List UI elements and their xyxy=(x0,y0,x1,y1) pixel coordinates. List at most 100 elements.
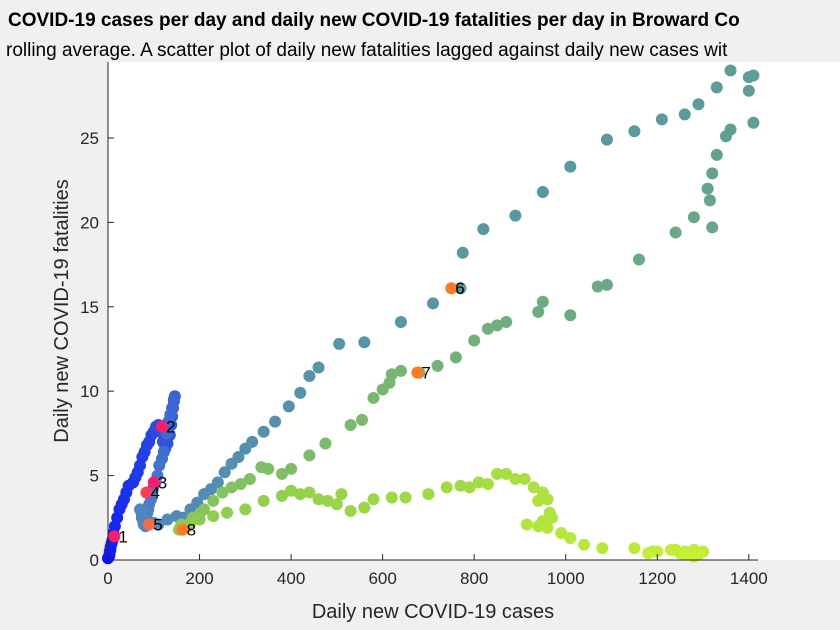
data-point xyxy=(536,295,549,308)
x-tick-label: 800 xyxy=(460,569,488,588)
data-point xyxy=(358,336,371,349)
data-point xyxy=(678,548,691,561)
data-point xyxy=(692,98,705,111)
data-point xyxy=(518,472,531,485)
data-point xyxy=(440,481,453,494)
data-point xyxy=(232,451,245,464)
highlight-label: 3 xyxy=(158,473,167,492)
highlight-point xyxy=(411,366,424,379)
data-point xyxy=(335,488,348,501)
data-point xyxy=(564,160,577,173)
data-point xyxy=(481,322,494,335)
data-point xyxy=(394,315,407,328)
data-point xyxy=(600,278,613,291)
highlight-point xyxy=(140,486,153,499)
data-point xyxy=(225,481,238,494)
data-point xyxy=(692,548,705,561)
data-point xyxy=(456,246,469,259)
data-point xyxy=(356,413,369,426)
data-point xyxy=(385,491,398,504)
data-point xyxy=(678,108,691,121)
data-point xyxy=(255,461,268,474)
data-point xyxy=(333,337,346,350)
highlight-point xyxy=(445,282,458,295)
data-point xyxy=(257,494,270,507)
data-point xyxy=(642,547,655,560)
chart-subtitle: rolling average. A scatter plot of daily… xyxy=(6,40,728,61)
data-point xyxy=(742,84,755,97)
data-point xyxy=(367,391,380,404)
data-point xyxy=(422,488,435,501)
data-point xyxy=(399,491,412,504)
data-point xyxy=(532,494,545,507)
data-point xyxy=(491,319,504,332)
data-point xyxy=(701,182,714,195)
data-point xyxy=(532,520,545,533)
highlight-point xyxy=(176,523,189,536)
data-point xyxy=(454,282,467,295)
data-point xyxy=(319,437,332,450)
x-ticks: 0 200 400 600 800 1000 1200 1400 xyxy=(103,554,768,588)
data-point xyxy=(246,435,259,448)
data-point xyxy=(344,418,357,431)
data-point xyxy=(449,351,462,364)
data-point xyxy=(687,211,700,224)
x-axis-label: Daily new COVID-19 cases xyxy=(312,601,554,623)
data-point xyxy=(211,476,224,489)
highlight-points: 1 2 34 5 6 7 8 xyxy=(108,279,465,546)
data-point xyxy=(628,125,641,138)
y-tick-label: 25 xyxy=(80,129,99,148)
data-point xyxy=(491,467,504,480)
data-point xyxy=(591,280,604,293)
data-point xyxy=(234,478,247,491)
data-point xyxy=(509,472,522,485)
data-point xyxy=(427,297,439,310)
highlight-label: 7 xyxy=(421,364,430,383)
plot-area xyxy=(108,62,840,560)
data-point xyxy=(294,488,307,501)
data-point xyxy=(216,486,229,499)
y-tick-label: 0 xyxy=(90,551,99,570)
data-point xyxy=(536,185,549,198)
data-point xyxy=(184,516,197,529)
data-point xyxy=(358,501,371,514)
data-point xyxy=(275,489,288,502)
x-tick-label: 1200 xyxy=(638,569,676,588)
highlight-label: 8 xyxy=(187,521,196,540)
data-point xyxy=(431,359,444,372)
data-point xyxy=(500,315,513,328)
data-point xyxy=(239,503,252,516)
data-point xyxy=(710,81,723,94)
data-point xyxy=(541,521,554,534)
data-point xyxy=(747,69,760,82)
data-point xyxy=(520,518,533,531)
highlight-label: 4 xyxy=(150,483,159,502)
data-point xyxy=(719,130,732,143)
data-point xyxy=(706,167,719,180)
x-tick-label: 400 xyxy=(277,569,305,588)
data-point xyxy=(596,542,609,555)
data-point xyxy=(257,425,270,438)
data-point xyxy=(747,116,760,129)
data-point xyxy=(468,334,481,347)
data-point xyxy=(472,476,485,489)
highlight-point xyxy=(143,518,156,531)
highlight-point xyxy=(108,530,121,543)
x-tick-label: 1400 xyxy=(730,569,768,588)
x-tick-label: 200 xyxy=(185,569,213,588)
highlight-label: 1 xyxy=(118,527,127,546)
data-point xyxy=(463,481,476,494)
data-point xyxy=(321,494,334,507)
data-point xyxy=(303,369,316,382)
y-ticks: 0 5 10 15 20 25 xyxy=(80,129,114,570)
data-point xyxy=(724,64,737,77)
data-point xyxy=(477,223,490,236)
data-point xyxy=(303,486,316,499)
data-point xyxy=(628,542,641,555)
data-point xyxy=(367,493,380,506)
y-tick-label: 20 xyxy=(80,213,99,232)
data-point xyxy=(193,513,206,526)
x-tick-label: 600 xyxy=(368,569,396,588)
data-point xyxy=(509,209,522,222)
y-tick-label: 15 xyxy=(80,298,99,317)
